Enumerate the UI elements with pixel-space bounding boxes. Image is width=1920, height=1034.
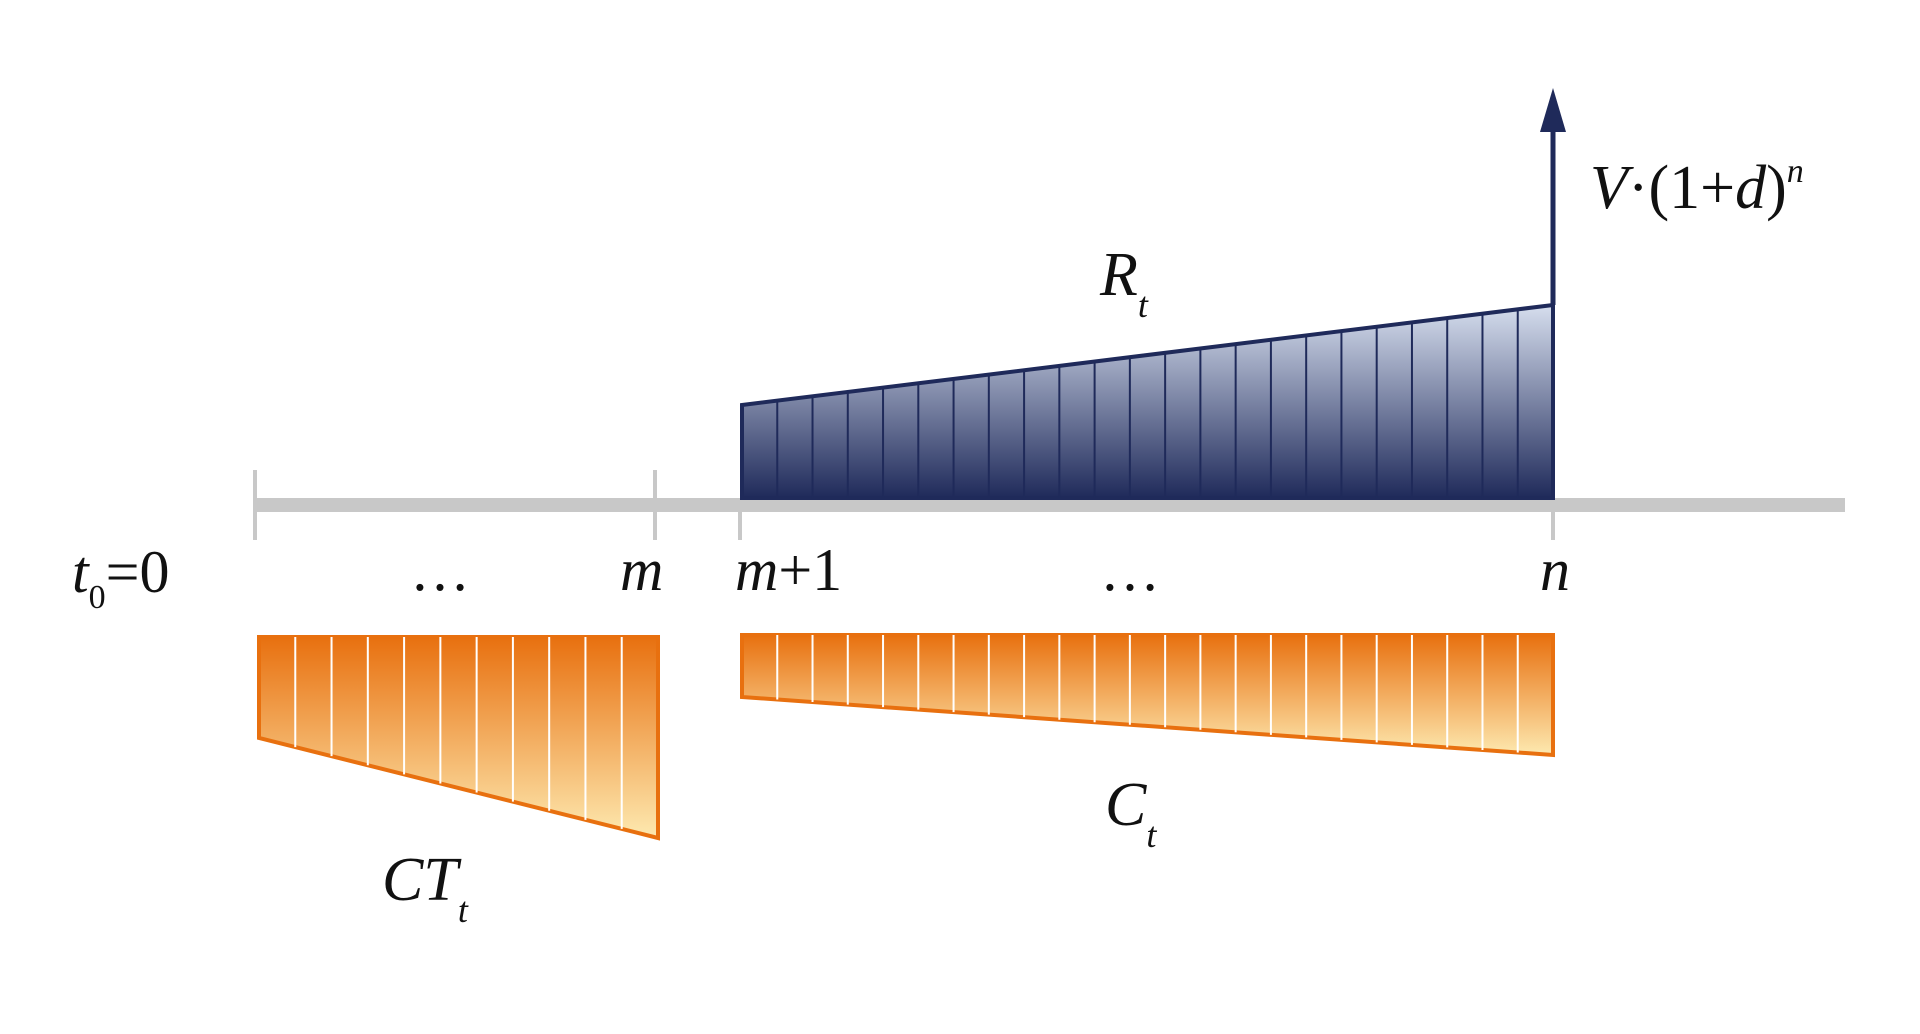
- cost-strips: [776, 635, 1519, 753]
- axis-label-m: m: [620, 537, 663, 603]
- cost-label: Ct: [1105, 771, 1157, 855]
- construction-cost-strips: [294, 637, 623, 829]
- revenue-label: Rt: [1099, 241, 1149, 325]
- terminal-value-arrow: [1540, 88, 1566, 305]
- construction-cost-label: CTt: [382, 846, 469, 930]
- axis-label-n: n: [1540, 537, 1570, 603]
- cost-block: [740, 633, 1555, 758]
- terminal-value-label: V·(1+d)n: [1590, 153, 1804, 222]
- cost-area: [740, 633, 1555, 758]
- axis-label-m-plus-1: m+1: [735, 537, 842, 603]
- axis-label-dots-right: …: [1100, 537, 1160, 603]
- revenue-area: [740, 302, 1555, 500]
- terminal-arrow-head: [1540, 88, 1566, 132]
- construction-cost-block: [257, 635, 660, 841]
- construction-cost-area: [257, 635, 660, 841]
- revenue-strips: [776, 309, 1519, 498]
- time-axis: [253, 470, 1845, 540]
- revenue-block: [740, 302, 1555, 500]
- axis-label-t0: t0=0: [72, 539, 170, 616]
- axis-label-dots-left: …: [410, 537, 470, 603]
